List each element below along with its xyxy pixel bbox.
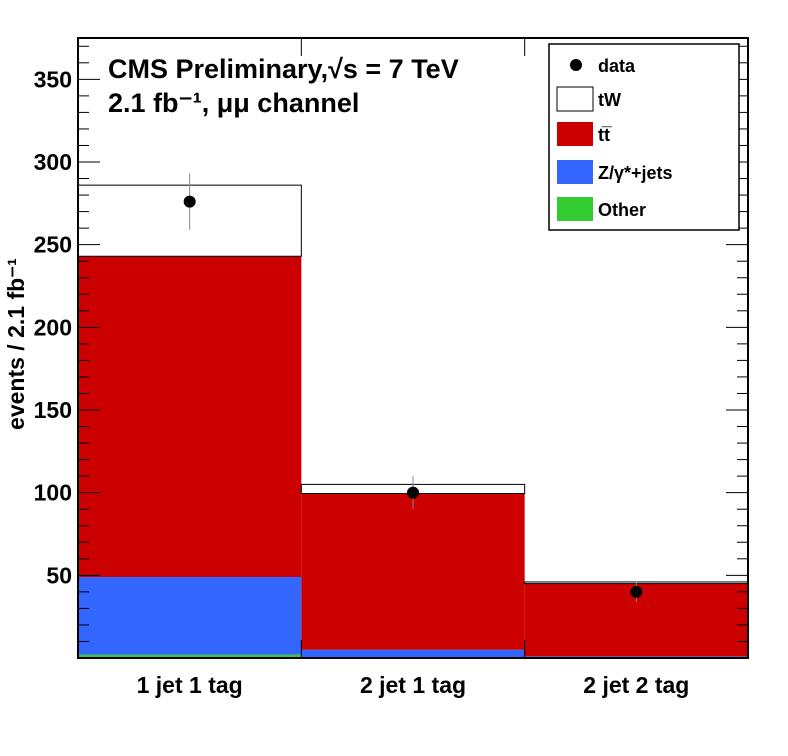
chart-title-line2: 2.1 fb⁻¹, μμ channel (108, 88, 359, 118)
bar-zjets-2 (524, 656, 748, 658)
ytick-label-300: 300 (34, 149, 72, 175)
category-label-1: 2 jet 1 tag (360, 672, 466, 698)
plot-frame (77, 37, 749, 659)
category-label-2: 2 jet 2 tag (583, 672, 689, 698)
ytick-label-250: 250 (34, 232, 72, 258)
data-point-2 (630, 585, 643, 598)
y-axis-label: events / 2.1 fb⁻¹ (3, 258, 29, 430)
bars-layer (77, 184, 749, 658)
data-point-0 (183, 195, 196, 208)
ytick-label-100: 100 (34, 480, 72, 506)
bar-tt-1 (301, 493, 525, 650)
category-label-0: 1 jet 1 tag (137, 672, 243, 698)
bar-zjets-1 (301, 649, 525, 658)
legend-swatch-1 (557, 122, 593, 146)
chart-title-line1: CMS Preliminary,√s = 7 TeV (108, 54, 459, 84)
tick-marks (78, 38, 748, 658)
legend-marker-data (570, 59, 582, 71)
ytick-label-50: 50 (46, 562, 72, 588)
data-point-1 (407, 486, 419, 499)
bar-zjets-0 (78, 576, 302, 655)
legend-label-data: data (598, 56, 636, 76)
bar-other-0 (78, 654, 302, 658)
legend-label-1: tt̅ (598, 125, 613, 145)
legend: data tW tt̅ Z/γ*+jets Other (548, 43, 740, 231)
ytick-label-350: 350 (34, 66, 72, 92)
ytick-label-150: 150 (34, 397, 72, 423)
legend-swatch-2 (557, 160, 593, 184)
data-points-layer (183, 173, 643, 603)
legend-label-2: Z/γ*+jets (598, 163, 673, 183)
y-tick-labels: 50 100 150 200 250 300 350 (34, 66, 72, 588)
legend-label-3: Other (598, 200, 646, 220)
legend-swatch-0 (556, 86, 594, 112)
bar-tt-0 (78, 256, 302, 577)
legend-label-0: tW (598, 90, 621, 110)
ytick-label-200: 200 (34, 314, 72, 340)
category-labels: 1 jet 1 tag 2 jet 1 tag 2 jet 2 tag (137, 672, 690, 698)
legend-swatch-3 (557, 197, 593, 221)
